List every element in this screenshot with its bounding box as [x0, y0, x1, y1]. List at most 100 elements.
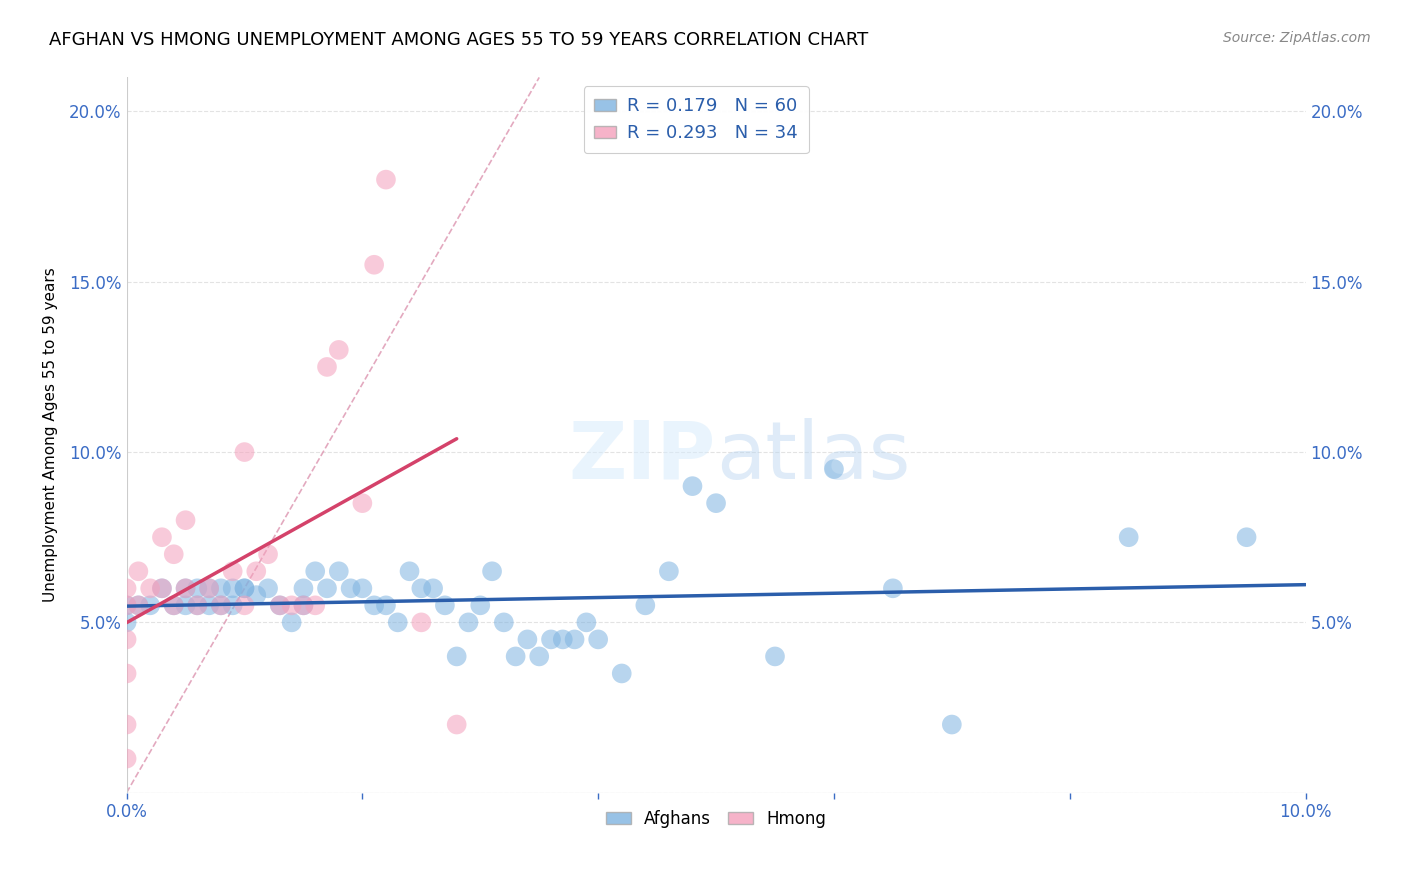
Point	[575, 615, 598, 630]
Point	[540, 632, 562, 647]
Point	[150, 582, 173, 596]
Point	[150, 582, 173, 596]
Text: Source: ZipAtlas.com: Source: ZipAtlas.com	[1223, 31, 1371, 45]
Point	[163, 547, 186, 561]
Point	[222, 564, 245, 578]
Point	[292, 599, 315, 613]
Point	[139, 582, 162, 596]
Point	[292, 582, 315, 596]
Point	[198, 599, 221, 613]
Point	[328, 343, 350, 357]
Point	[257, 547, 280, 561]
Point	[269, 599, 291, 613]
Point	[186, 599, 208, 613]
Point	[245, 588, 267, 602]
Point	[150, 530, 173, 544]
Point	[163, 599, 186, 613]
Text: ZIP: ZIP	[569, 417, 716, 495]
Point	[316, 582, 339, 596]
Point	[398, 564, 420, 578]
Point	[233, 599, 256, 613]
Point	[115, 582, 138, 596]
Point	[209, 582, 232, 596]
Point	[492, 615, 515, 630]
Point	[186, 582, 208, 596]
Point	[233, 445, 256, 459]
Point	[387, 615, 409, 630]
Point	[470, 599, 492, 613]
Point	[304, 564, 326, 578]
Point	[882, 582, 904, 596]
Point	[174, 513, 197, 527]
Y-axis label: Unemployment Among Ages 55 to 59 years: Unemployment Among Ages 55 to 59 years	[44, 268, 58, 602]
Point	[505, 649, 527, 664]
Point	[280, 615, 302, 630]
Point	[634, 599, 657, 613]
Point	[704, 496, 727, 510]
Point	[115, 599, 138, 613]
Point	[658, 564, 681, 578]
Point	[174, 582, 197, 596]
Point	[304, 599, 326, 613]
Point	[411, 582, 433, 596]
Point	[316, 359, 339, 374]
Point	[233, 582, 256, 596]
Point	[222, 582, 245, 596]
Point	[186, 599, 208, 613]
Point	[682, 479, 704, 493]
Point	[446, 717, 468, 731]
Point	[529, 649, 551, 664]
Point	[174, 582, 197, 596]
Point	[375, 172, 398, 186]
Point	[363, 258, 385, 272]
Point	[139, 599, 162, 613]
Point	[328, 564, 350, 578]
Point	[209, 599, 232, 613]
Point	[1118, 530, 1140, 544]
Point	[564, 632, 586, 647]
Point	[127, 599, 149, 613]
Point	[163, 599, 186, 613]
Point	[446, 649, 468, 664]
Point	[516, 632, 538, 647]
Point	[245, 564, 267, 578]
Point	[209, 599, 232, 613]
Point	[823, 462, 845, 476]
Point	[422, 582, 444, 596]
Point	[1236, 530, 1258, 544]
Text: atlas: atlas	[716, 417, 911, 495]
Point	[363, 599, 385, 613]
Point	[481, 564, 503, 578]
Point	[292, 599, 315, 613]
Point	[433, 599, 456, 613]
Point	[115, 599, 138, 613]
Point	[127, 599, 149, 613]
Point	[339, 582, 361, 596]
Point	[411, 615, 433, 630]
Point	[610, 666, 633, 681]
Point	[222, 599, 245, 613]
Point	[115, 717, 138, 731]
Point	[115, 751, 138, 765]
Point	[551, 632, 574, 647]
Point	[586, 632, 609, 647]
Text: AFGHAN VS HMONG UNEMPLOYMENT AMONG AGES 55 TO 59 YEARS CORRELATION CHART: AFGHAN VS HMONG UNEMPLOYMENT AMONG AGES …	[49, 31, 869, 49]
Point	[174, 599, 197, 613]
Point	[257, 582, 280, 596]
Point	[127, 564, 149, 578]
Point	[375, 599, 398, 613]
Point	[115, 666, 138, 681]
Point	[115, 615, 138, 630]
Point	[352, 496, 374, 510]
Point	[198, 582, 221, 596]
Point	[115, 632, 138, 647]
Point	[457, 615, 479, 630]
Point	[941, 717, 963, 731]
Point	[198, 582, 221, 596]
Point	[763, 649, 786, 664]
Point	[280, 599, 302, 613]
Point	[269, 599, 291, 613]
Legend: Afghans, Hmong: Afghans, Hmong	[599, 803, 832, 834]
Point	[233, 582, 256, 596]
Point	[352, 582, 374, 596]
